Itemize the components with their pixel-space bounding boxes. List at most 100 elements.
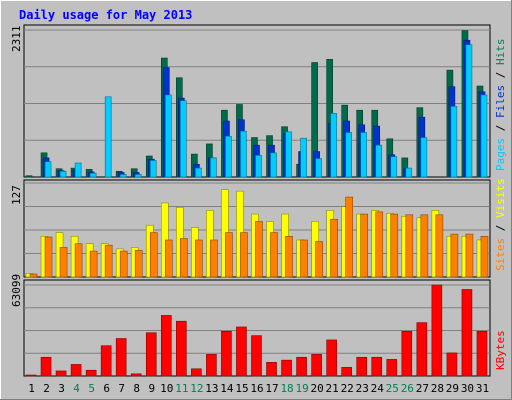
bar-kbytes-day-11	[176, 320, 187, 377]
x-tick-label-day-20: 20	[311, 382, 324, 395]
bar-kbytes-day-14	[221, 330, 232, 377]
panel-mid-legend: Sites / Visits	[494, 178, 507, 271]
bar-sites-day-17	[270, 232, 278, 278]
bar-pages-day-24	[375, 144, 383, 178]
bar-pages-day-23	[360, 132, 368, 178]
bar-kbytes-day-28	[431, 284, 443, 377]
x-tick-label-day-31: 31	[476, 382, 489, 395]
legend-sites: Sites	[494, 238, 507, 271]
x-tick-label-day-2: 2	[43, 382, 50, 395]
bar-sites-day-10	[164, 239, 173, 278]
bar-kbytes-day-21	[326, 339, 337, 377]
bar-kbytes-day-19	[296, 356, 307, 377]
bar-pages-day-21	[330, 113, 337, 178]
x-tick-label-day-6: 6	[103, 382, 110, 395]
bar-hits-day-1	[25, 175, 33, 178]
bar-kbytes-day-1	[25, 374, 37, 377]
bar-kbytes-day-31	[476, 330, 488, 377]
bar-pages-day-29	[450, 106, 458, 178]
bar-pages-day-17	[270, 152, 277, 178]
bar-kbytes-day-16	[251, 335, 262, 377]
bar-pages-day-12	[195, 167, 202, 178]
bar-pages-day-18	[285, 131, 292, 178]
bar-pages-day-7	[119, 174, 127, 178]
bar-pages-day-5	[89, 172, 97, 178]
bar-kbytes-day-27	[416, 322, 428, 377]
bar-pages-day-26	[405, 167, 413, 178]
bar-pages-day-22	[345, 132, 352, 178]
bar-pages-day-20	[315, 158, 322, 178]
legend-visits: Visits	[494, 178, 507, 218]
x-tick-label-day-8: 8	[133, 382, 140, 395]
bar-pages-day-2	[44, 161, 52, 178]
bar-kbytes-day-30	[461, 289, 473, 377]
x-tick-label-day-28: 28	[431, 382, 444, 395]
x-tick-label-day-18: 18	[280, 382, 293, 395]
bar-kbytes-day-13	[206, 354, 217, 377]
bar-sites-day-30	[465, 233, 474, 278]
bar-sites-day-22	[345, 196, 353, 278]
bar-sites-day-4	[74, 243, 83, 278]
bar-kbytes-day-23	[356, 356, 368, 377]
bar-kbytes-day-20	[311, 354, 322, 377]
bar-sites-day-21	[330, 218, 338, 278]
bar-sites-day-16	[255, 221, 263, 278]
x-tick-label-day-4: 4	[73, 382, 80, 395]
bar-kbytes-day-9	[145, 332, 157, 377]
x-tick-label-day-30: 30	[461, 382, 474, 395]
bar-sites-day-2	[44, 236, 53, 278]
bar-sites-day-1	[29, 273, 38, 278]
bar-pages-day-15	[240, 130, 247, 178]
bar-sites-day-27	[420, 214, 429, 278]
bar-kbytes-day-4	[70, 364, 82, 377]
x-tick-label-day-14: 14	[220, 382, 234, 395]
bar-pages-day-25	[390, 156, 398, 178]
bar-kbytes-day-26	[401, 330, 413, 377]
legend-separator: /	[494, 65, 507, 85]
x-tick-label-day-22: 22	[341, 382, 354, 395]
bar-sites-day-11	[180, 238, 188, 278]
bar-pages-day-31	[480, 94, 488, 178]
x-tick-label-day-17: 17	[265, 382, 278, 395]
panel-mid-max-label: 127	[10, 185, 23, 205]
legend-separator: /	[494, 218, 507, 238]
bar-sites-day-31	[480, 235, 489, 278]
panel-top-max-label: 2311	[10, 26, 23, 53]
bar-pages-day-10	[164, 94, 172, 178]
legend-files: Files	[494, 85, 507, 118]
x-tick-label-day-5: 5	[88, 382, 95, 395]
bar-kbytes-day-7	[115, 338, 127, 377]
x-tick-label-day-24: 24	[371, 382, 385, 395]
bar-pages-day-14	[225, 135, 232, 178]
bar-sites-day-29	[450, 233, 459, 278]
bar-kbytes-day-3	[55, 370, 67, 377]
bar-kbytes-day-15	[236, 326, 247, 377]
panel-bot-legend: KBytes	[494, 330, 507, 370]
chart-panels: 2311 Pages / Files / Hits 127 Sites / Visit…	[10, 24, 507, 377]
x-tick-label-day-23: 23	[356, 382, 369, 395]
bar-kbytes-day-2	[40, 356, 52, 377]
x-tick-label-day-1: 1	[28, 382, 35, 395]
bar-kbytes-day-22	[341, 367, 352, 377]
bar-kbytes-day-6	[100, 345, 112, 377]
bar-sites-day-5	[89, 250, 98, 278]
x-tick-label-day-11: 11	[175, 382, 188, 395]
bar-pages-day-30	[465, 44, 473, 178]
panel-mid: 127 Sites / Visits	[10, 178, 507, 278]
bar-sites-day-13	[210, 239, 218, 278]
bar-sites-day-15	[240, 232, 248, 278]
bar-sites-day-26	[405, 214, 414, 278]
bar-pages-day-8	[134, 174, 142, 178]
bar-kbytes-day-24	[371, 356, 383, 377]
bar-sites-day-24	[375, 211, 384, 278]
x-tick-label-day-15: 15	[235, 382, 248, 395]
bar-pages-day-13	[210, 157, 217, 178]
bar-sites-day-20	[315, 241, 323, 278]
x-tick-label-day-3: 3	[58, 382, 65, 395]
legend-kbytes: KBytes	[494, 330, 507, 370]
bar-sites-day-25	[390, 213, 399, 278]
x-tick-label-day-10: 10	[160, 382, 173, 395]
bar-pages-day-4	[74, 162, 82, 178]
bar-pages-day-19	[300, 137, 307, 178]
